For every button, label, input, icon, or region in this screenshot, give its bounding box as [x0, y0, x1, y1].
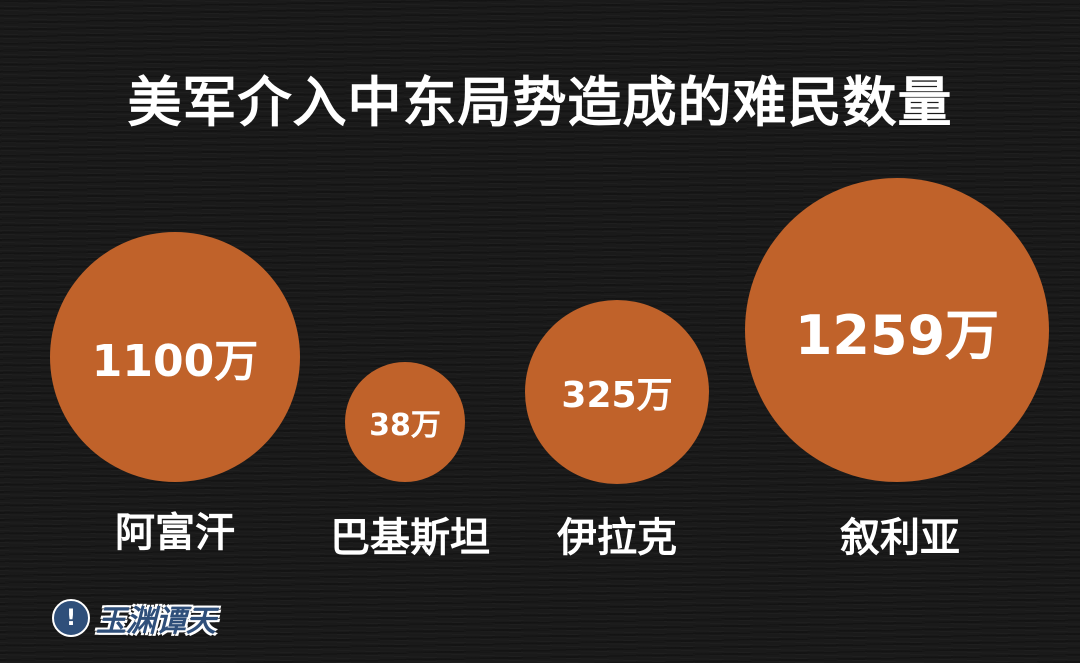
value-label: 38万 [369, 408, 441, 443]
logo-icon: ! [52, 599, 90, 637]
category-label: 阿富汗 [115, 510, 235, 556]
value-label: 325万 [561, 375, 673, 416]
bubble-1: 38万 [345, 362, 465, 482]
chart-title: 美军介入中东局势造成的难民数量 [127, 71, 953, 134]
value-label: 1100万 [91, 336, 259, 387]
category-label: 伊拉克 [557, 515, 677, 561]
category-label: 叙利亚 [840, 515, 960, 561]
logo: ! 玉渊谭天 [52, 596, 216, 640]
bubble-2: 325万 [525, 300, 709, 484]
bubble-3: 1259万 [745, 178, 1049, 482]
category-label: 巴基斯坦 [330, 515, 490, 561]
value-label: 1259万 [794, 303, 1000, 367]
bubble-0: 1100万 [50, 232, 300, 482]
logo-text: 玉渊谭天 [96, 604, 216, 639]
